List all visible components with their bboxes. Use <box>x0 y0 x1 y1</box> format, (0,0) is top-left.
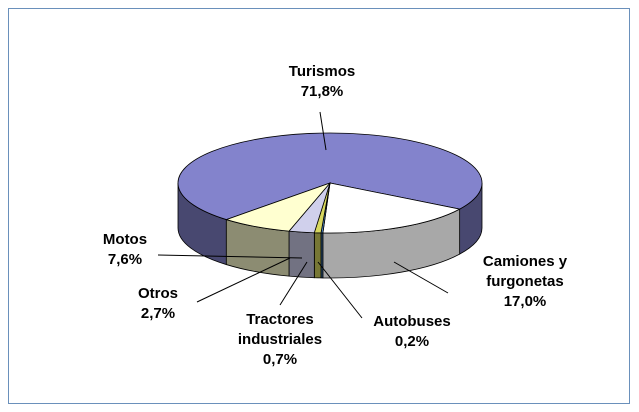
value-label: 7,6% <box>107 251 143 268</box>
category-name: Otros <box>137 285 178 302</box>
value-label: 0,7% <box>262 351 298 368</box>
category-name: Motos <box>102 231 148 248</box>
slice-label: Otros 2,7% <box>118 284 198 324</box>
category-name: Turismos <box>288 63 356 80</box>
category-name: Autobuses <box>373 313 451 330</box>
category-name: Tractores industriales <box>237 311 323 348</box>
leader-line <box>196 257 291 303</box>
leader-line <box>317 261 363 319</box>
value-label: 0,2% <box>394 333 430 350</box>
category-name: Camiones y furgonetas <box>482 253 568 290</box>
leader-line <box>157 254 303 259</box>
slice <box>322 182 461 234</box>
slice-label: Tractores industriales 0,7% <box>225 310 335 370</box>
slice-label: Turismos 71,8% <box>262 62 382 102</box>
value-label: 71,8% <box>300 83 344 100</box>
slice-label: Camiones y furgonetas 17,0% <box>465 252 585 312</box>
slice-label: Autobuses 0,2% <box>362 312 462 352</box>
leader-line <box>319 111 327 151</box>
slice-side <box>313 232 322 279</box>
slice <box>225 182 332 232</box>
value-label: 17,0% <box>503 293 547 310</box>
leader-line <box>393 261 449 294</box>
leader-line <box>279 261 308 306</box>
slice-label: Motos 7,6% <box>85 230 165 270</box>
value-label: 2,7% <box>140 305 176 322</box>
